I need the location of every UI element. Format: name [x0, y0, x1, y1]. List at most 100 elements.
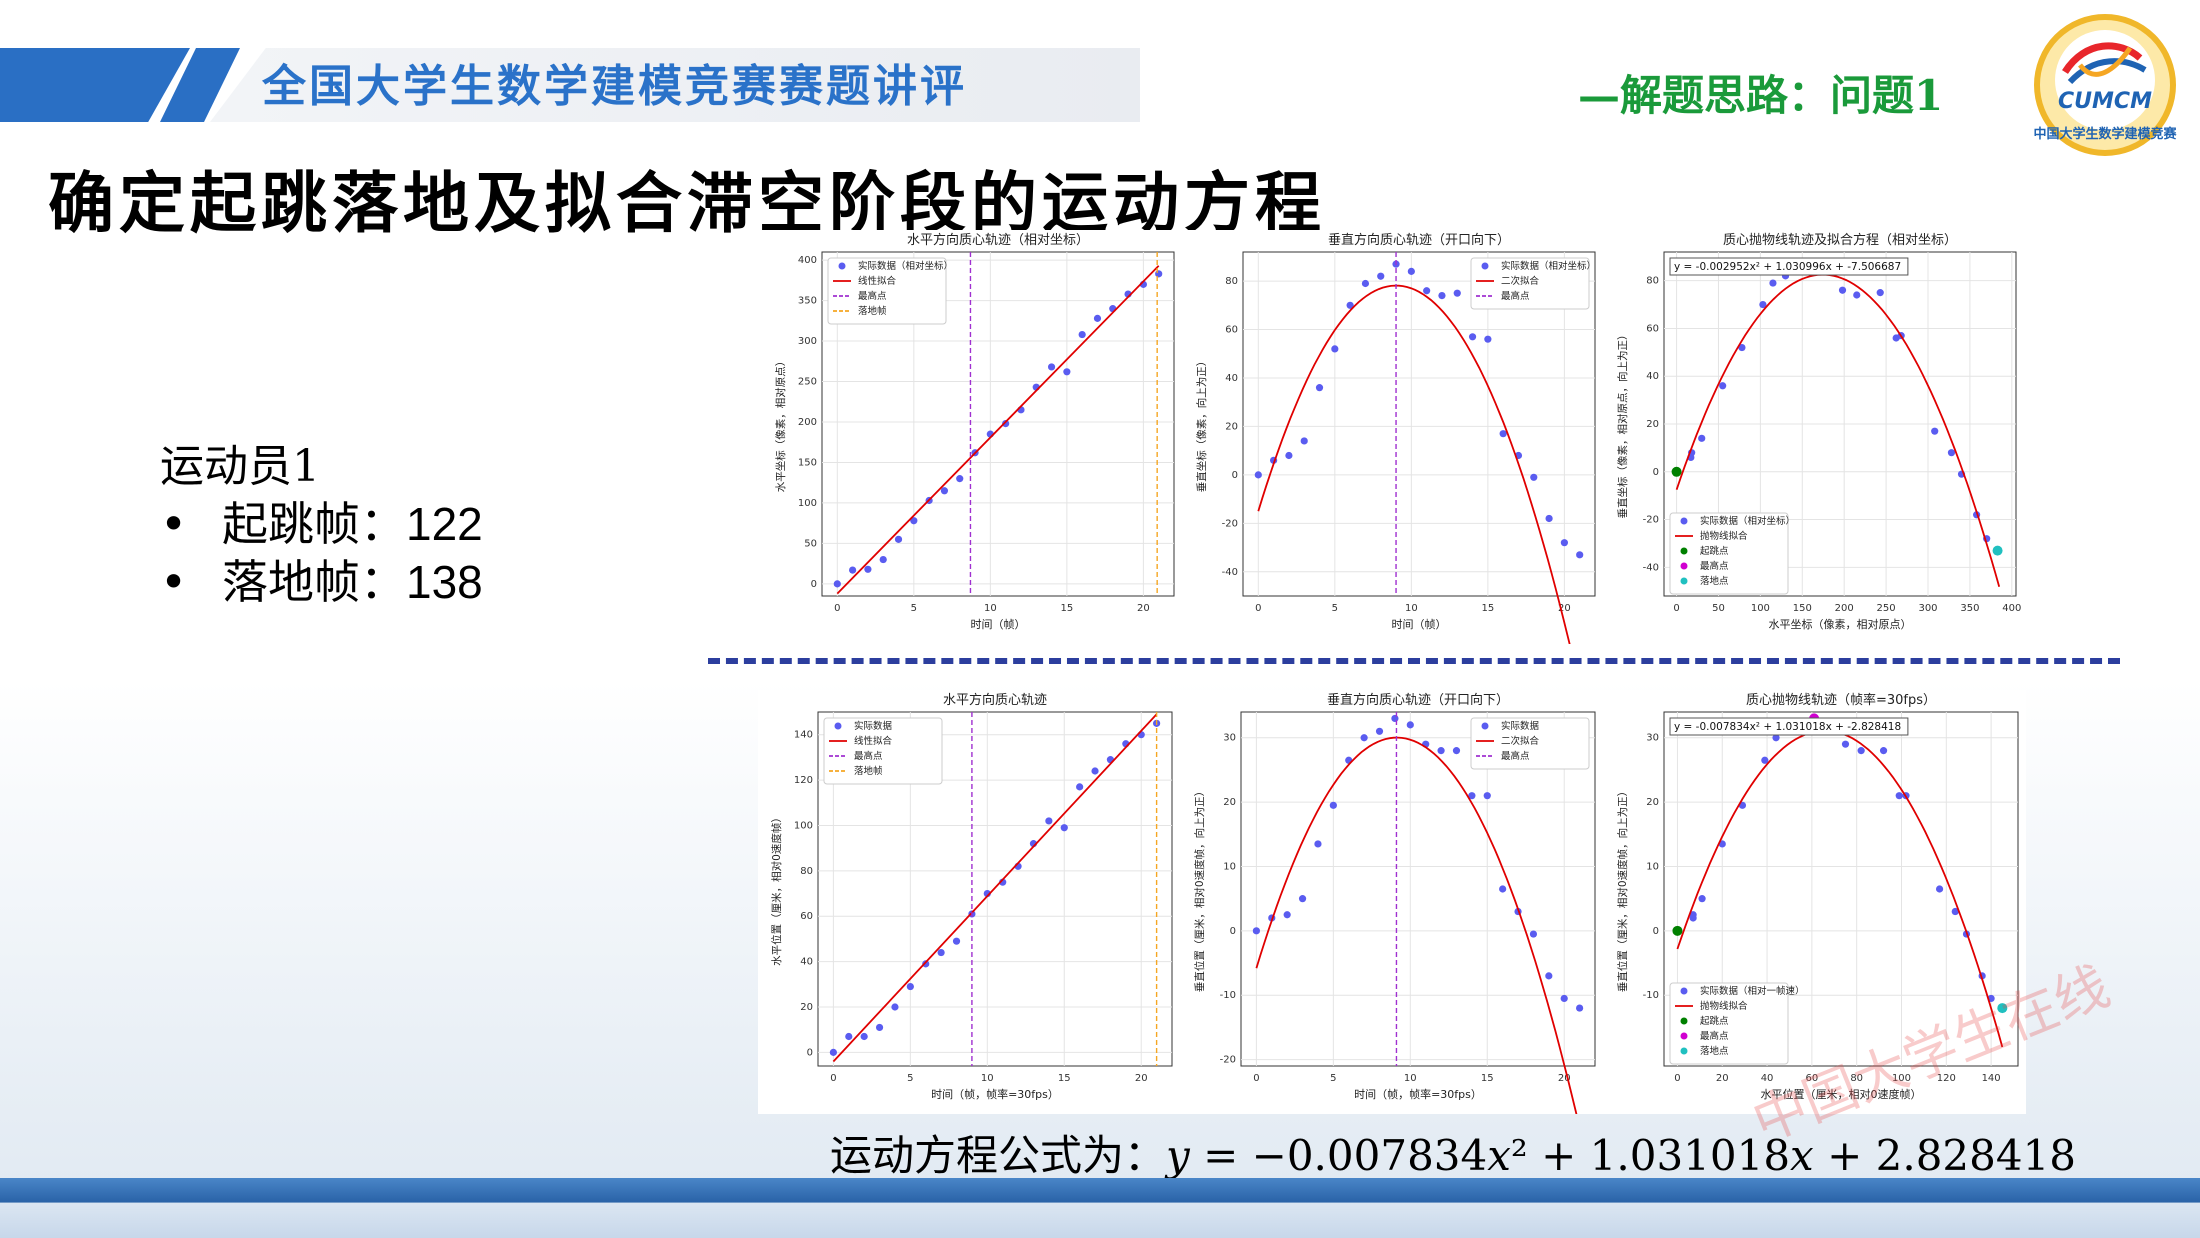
legend-swatch: [1680, 577, 1688, 585]
data-point: [940, 487, 949, 495]
data-point: [1453, 289, 1461, 297]
x-tick-label: 100: [1751, 603, 1770, 614]
data-point: [1761, 756, 1769, 764]
data-point: [1560, 539, 1568, 547]
fit-line: [836, 265, 1160, 595]
y-tick-label: 50: [804, 538, 817, 549]
y-axis-label: 垂直位置（厘米，相对0速度帧，向上为正）: [1193, 786, 1206, 992]
data-point: [1300, 437, 1308, 445]
data-point: [829, 1048, 837, 1056]
data-point: [1838, 286, 1847, 294]
y-tick-label: 20: [1225, 421, 1238, 432]
landing-value: 138: [406, 556, 483, 608]
cumcm-logo: CUMCM 中国大学生数学建模竞赛: [2033, 14, 2177, 156]
logo-swoosh-yellow: [2078, 46, 2133, 77]
y-tick-label: 20: [800, 1002, 813, 1013]
y-axis-label: 水平位置（厘米，相对0速度帧）: [770, 812, 783, 966]
data-point: [1529, 930, 1538, 938]
x-tick-label: 250: [1877, 603, 1896, 614]
data-point: [833, 580, 841, 588]
data-point: [1375, 727, 1384, 735]
data-point: [849, 566, 857, 574]
legend-label: 最高点: [1501, 750, 1530, 762]
y-tick-label: 20: [1646, 797, 1659, 808]
data-point: [952, 937, 961, 945]
data-point: [1483, 792, 1491, 800]
data-point: [891, 1003, 899, 1011]
data-point: [1935, 885, 1944, 893]
header-band: [0, 48, 2200, 122]
data-point: [1060, 824, 1068, 832]
y-tick-label: 30: [1646, 733, 1659, 744]
legend-label: 起跳点: [1700, 1015, 1729, 1027]
motion-equation: 运动方程公式为：𝑦 = −0.007834𝑥² + 1.031018𝑥 + 2.…: [830, 1122, 2076, 1183]
header-stripe: [0, 48, 190, 122]
x-axis-label: 水平位置（厘米，相对0速度帧）: [1761, 1087, 1922, 1101]
legend-box: [1470, 717, 1590, 770]
y-tick-label: 60: [1646, 323, 1659, 334]
data-point: [1698, 434, 1706, 442]
y-tick-label: 30: [1223, 733, 1236, 744]
x-tick-label: 100: [1892, 1073, 1911, 1084]
x-tick-label: 5: [1330, 1073, 1336, 1084]
data-point: [1947, 449, 1956, 457]
x-tick-label: 150: [1793, 603, 1812, 614]
y-tick-label: 400: [798, 255, 817, 266]
data-point: [1892, 334, 1900, 342]
legend-swatch: [1680, 1032, 1688, 1040]
logo-swoosh-blue: [2067, 58, 2147, 85]
data-point: [1329, 801, 1337, 809]
data-point: [1452, 747, 1461, 755]
data-point: [875, 1023, 884, 1032]
fit-equation-label: y = -0.002952x² + 1.030996x + -7.506687: [1674, 261, 1901, 273]
data-point: [1931, 427, 1939, 435]
chart-title: 垂直方向质心轨迹（开口向下）: [1328, 232, 1510, 248]
data-point: [1285, 451, 1293, 460]
legend-label: 实际数据（相对坐标）: [1700, 515, 1795, 527]
chart-title: 垂直方向质心轨迹（开口向下）: [1327, 692, 1509, 708]
x-axis-label: 时间（帧，帧率=30fps）: [931, 1087, 1059, 1101]
x-tick-label: 20: [1716, 1073, 1729, 1084]
slide-title: 确定起跳落地及拟合滞空阶段的运动方程: [48, 164, 1326, 242]
x-tick-label: 140: [1982, 1073, 2001, 1084]
fit-line: [832, 713, 1158, 1063]
chart-title: 水平方向质心轨迹: [943, 692, 1047, 708]
y-tick-label: 350: [798, 296, 817, 307]
y-tick-label: 0: [1653, 926, 1659, 937]
data-point: [1499, 430, 1507, 438]
data-point: [1560, 994, 1568, 1003]
landing-frame-item: • 落地帧：138: [160, 546, 483, 612]
x-tick-label: 10: [984, 603, 997, 614]
y-tick-label: 20: [1223, 797, 1236, 808]
y-tick-label: 0: [1653, 467, 1659, 478]
legend-label: 最高点: [858, 290, 887, 302]
x-tick-label: 0: [1674, 1073, 1680, 1084]
x-axis-label: 时间（帧）: [1392, 617, 1447, 631]
y-axis-label: 垂直坐标（像素，相对原点，向上为正）: [1616, 330, 1629, 519]
y-tick-label: 200: [798, 417, 817, 428]
plot-area: [1240, 711, 1596, 1067]
legend-label: 落地帧: [858, 305, 887, 317]
bullet: •: [160, 497, 188, 551]
data-point: [1576, 551, 1584, 559]
x-tick-label: 20: [1558, 603, 1571, 614]
data-point: [1545, 514, 1553, 523]
y-tick-label: 80: [1225, 276, 1238, 287]
key-point: [1671, 466, 1682, 477]
legend-swatch: [1680, 517, 1688, 525]
data-point: [1314, 840, 1322, 848]
legend-label: 实际数据: [1501, 720, 1540, 732]
data-point: [1530, 473, 1538, 481]
x-tick-label: 0: [830, 1073, 836, 1084]
footer-band: [0, 1178, 2200, 1238]
chart-horizontal-relative: 水平方向质心轨迹（相对坐标）0 5 10 15 20050100150200250300…: [774, 232, 1175, 631]
data-point: [1468, 333, 1477, 341]
legend-label: 抛物线拟合: [1700, 1000, 1748, 1012]
y-tick-label: 120: [794, 775, 813, 786]
x-axis-label: 时间（帧，帧率=30fps）: [1354, 1087, 1482, 1101]
data-point: [1283, 911, 1291, 919]
data-point: [1091, 767, 1099, 775]
data-point: [1298, 895, 1307, 903]
y-tick-label: 40: [800, 957, 813, 968]
data-point: [1437, 747, 1445, 755]
